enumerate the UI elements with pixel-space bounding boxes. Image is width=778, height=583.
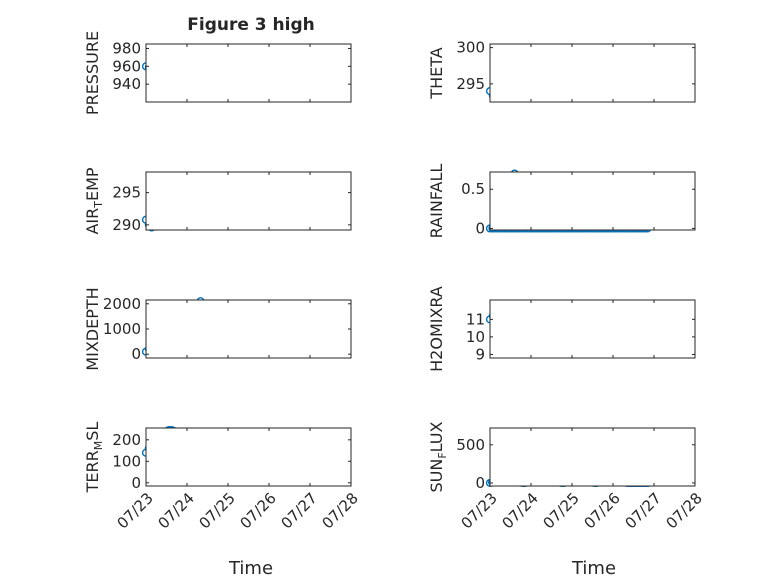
y-axis-label-main: MIXDEPTH: [83, 287, 102, 370]
y-axis-label-main: TERR: [83, 450, 102, 493]
y-axis-label-subscript: F: [436, 452, 449, 458]
y-axis-label-main: H2OMIXRA: [427, 286, 446, 372]
y-axis-label-subscript: T: [92, 201, 105, 209]
y-tick-label: 290: [112, 216, 141, 234]
x-tick-label: 07/25: [540, 489, 583, 532]
y-axis-label: H2OMIXRA: [427, 286, 446, 372]
x-tick-label: 07/27: [278, 489, 321, 532]
axes-frame: [489, 427, 696, 487]
figure-title: Figure 3 high: [187, 15, 315, 35]
x-tick-label: 07/28: [663, 489, 706, 532]
y-axis-label-main: AIR: [83, 208, 102, 235]
subplot-1: 295 300 THETA: [427, 39, 696, 103]
y-axis-label: AIRTEMP: [83, 167, 105, 234]
subplot-3: 0 0.5 RAINFALL: [427, 164, 696, 239]
y-axis-label-main: PRESSURE: [83, 31, 102, 115]
y-tick-label: 300: [456, 39, 485, 57]
y-tick-label: 100: [112, 452, 141, 470]
y-tick-label: 9: [475, 345, 485, 363]
y-tick-label: 2000: [103, 295, 141, 313]
subplot-2: 290 295 AIRTEMP: [83, 167, 352, 235]
x-tick-label: 07/26: [581, 489, 624, 532]
axes-frame: [489, 171, 696, 231]
x-tick-label: 07/26: [237, 489, 280, 532]
axes-frame: [145, 299, 352, 359]
y-tick-label: 11: [466, 310, 485, 328]
x-tick-label: 07/23: [114, 489, 157, 532]
y-tick-label: 200: [112, 431, 141, 449]
axes-frame: [145, 171, 352, 231]
x-tick-label: 07/23: [458, 489, 501, 532]
y-axis-label-main: RAINFALL: [427, 164, 446, 239]
y-tick-label: 0: [475, 219, 485, 237]
y-tick-label: 10: [466, 328, 485, 346]
axes-frame: [489, 299, 696, 359]
x-tick-label: 07/24: [499, 489, 542, 532]
axes-frame: [489, 43, 696, 103]
y-axis-label-tail: LUX: [427, 421, 446, 452]
y-tick-label: 940: [112, 75, 141, 93]
y-tick-label: 295: [456, 75, 485, 93]
x-tick-label: 07/25: [196, 489, 239, 532]
y-axis-label-main: THETA: [427, 47, 446, 99]
y-axis-label-tail: EMP: [83, 167, 102, 201]
y-tick-label: 0: [131, 345, 141, 363]
y-tick-label: 295: [112, 184, 141, 202]
x-tick-label: 07/27: [622, 489, 665, 532]
y-axis-label: TERRMSL: [83, 422, 105, 494]
y-tick-label: 1000: [103, 320, 141, 338]
y-axis-label-tail: SL: [83, 422, 102, 441]
y-tick-label: 500: [456, 436, 485, 454]
axes-frame: [145, 427, 352, 487]
x-axis-label-left: Time: [228, 558, 273, 579]
y-tick-label: 0: [475, 474, 485, 492]
y-tick-label: 0.5: [461, 180, 485, 198]
x-tick-label: 07/24: [155, 489, 198, 532]
y-tick-label: 980: [112, 39, 141, 57]
y-axis-label-subscript: M: [92, 441, 105, 451]
y-axis-label: THETA: [427, 47, 446, 99]
y-axis-label: MIXDEPTH: [83, 287, 102, 370]
y-tick-label: 960: [112, 57, 141, 75]
x-tick-label: 07/28: [319, 489, 362, 532]
y-axis-label: SUNFLUX: [427, 421, 449, 492]
y-axis-label: RAINFALL: [427, 164, 446, 239]
x-axis-label-right: Time: [571, 558, 616, 579]
y-axis-label-main: SUN: [427, 459, 446, 493]
y-axis-label: PRESSURE: [83, 31, 102, 115]
axes-frame: [145, 43, 352, 103]
y-tick-label: 0: [131, 474, 141, 492]
